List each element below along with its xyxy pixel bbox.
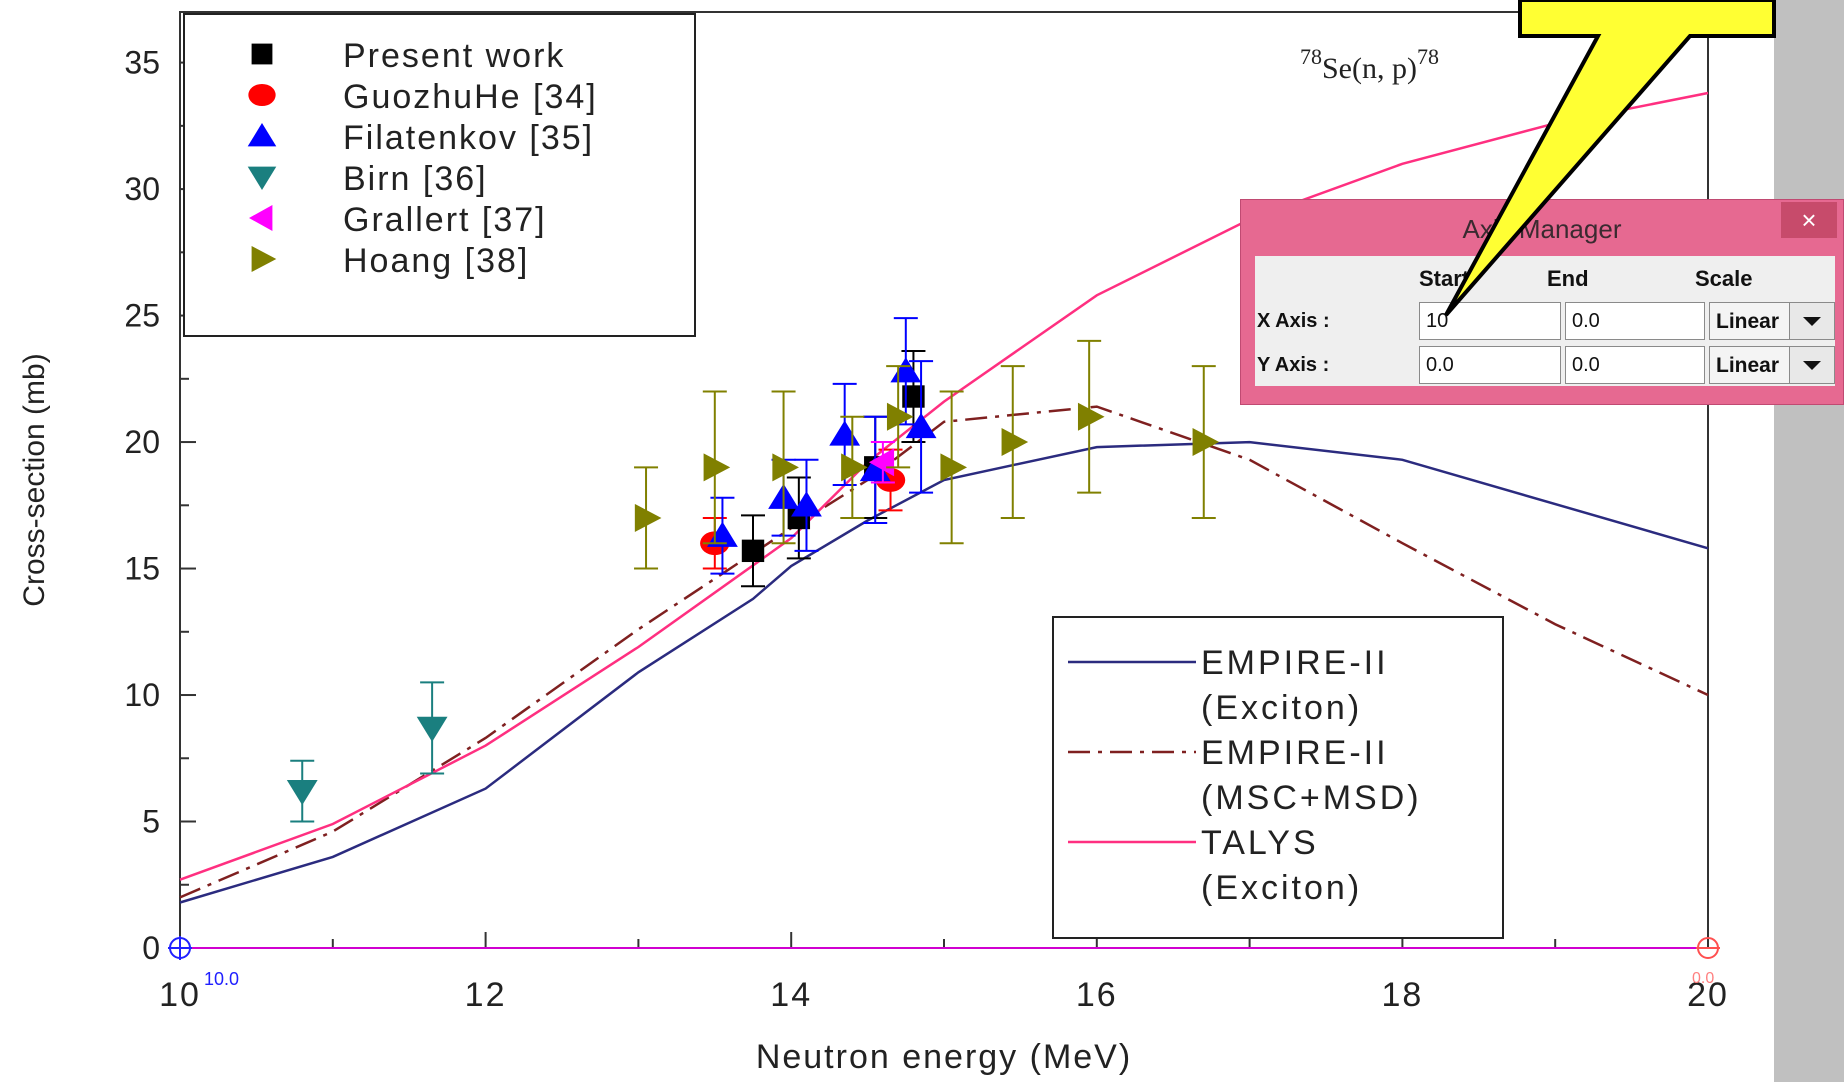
x-axis-start-input[interactable]	[1419, 302, 1561, 340]
data-point-4-0	[868, 448, 895, 477]
close-button[interactable]: ×	[1781, 202, 1837, 238]
x-axis-label: X Axis :	[1257, 310, 1330, 332]
data-point-5-5	[940, 453, 968, 482]
data-point-2-6	[905, 412, 937, 439]
series-line-1	[179, 405, 1709, 899]
y-axis-scale-select[interactable]: Linear	[1709, 346, 1835, 384]
x-tick-label: 12	[465, 976, 507, 1014]
data-point-5-6	[1001, 428, 1029, 457]
y-tick-label: 25	[124, 298, 160, 334]
chevron-down-icon[interactable]	[1789, 303, 1834, 339]
y-tick-label: 10	[124, 677, 160, 713]
y-axis-end-input[interactable]	[1565, 346, 1705, 384]
y-axis-start-input[interactable]	[1419, 346, 1561, 384]
y-tick-label: 30	[124, 171, 160, 207]
x-axis-label: Neutron energy (MeV)	[756, 1038, 1132, 1076]
data-point-5-7	[1077, 402, 1105, 431]
data-point-5-1	[703, 453, 731, 482]
data-point-2-3	[829, 420, 861, 446]
x-tick-label: 16	[1076, 976, 1118, 1014]
legend-entry-label: Hoang [38]	[343, 242, 529, 280]
header-scale: Scale	[1695, 266, 1753, 291]
data-point-2-2	[791, 491, 822, 517]
y-tick-label: 0	[142, 930, 160, 966]
y-axis-label: Y Axis :	[1257, 354, 1330, 376]
data-point-5-8	[1192, 428, 1220, 457]
legend-line-label: (Exciton)	[1201, 869, 1362, 907]
legend-marker-icon	[251, 246, 277, 272]
legend-marker-icon	[248, 83, 276, 107]
x-axis-end-input[interactable]	[1565, 302, 1705, 340]
data-point-5-2	[772, 453, 799, 482]
data-point-3-1	[416, 716, 448, 742]
legend-marker-icon	[247, 123, 277, 147]
legend-entry-label: Present work	[343, 37, 565, 75]
origin-marker-label: 10.0	[204, 969, 239, 989]
legend-entry-label: Filatenkov [35]	[343, 119, 594, 157]
legend-line-label: EMPIRE-II	[1201, 644, 1389, 682]
legend-line-label: EMPIRE-II	[1201, 734, 1389, 772]
reaction-suffix: 78	[1417, 44, 1439, 69]
legend-line-label: (Exciton)	[1201, 689, 1362, 727]
data-point-5-0	[634, 503, 662, 532]
dialog-title: Axis Manager	[1462, 214, 1622, 244]
legend-entry-label: Birn [36]	[343, 160, 488, 198]
reaction-prefix: 78	[1300, 44, 1322, 69]
end-marker-label: 0.0	[1692, 970, 1714, 987]
legend-lines: EMPIRE-II (Exciton) EMPIRE-II (MSC+MSD) TALY…	[1052, 616, 1504, 939]
legend-marker-icon	[247, 166, 277, 190]
x-tick-label: 18	[1381, 976, 1423, 1014]
series-line-2	[179, 91, 1709, 881]
reaction-main: Se(n, p)	[1322, 52, 1417, 85]
y-tick-label: 20	[124, 424, 160, 460]
reaction-label: 78Se(n, p)78	[1300, 44, 1439, 85]
x-tick-label: 14	[770, 976, 812, 1014]
x-tick-label: 10	[159, 976, 201, 1014]
x-axis-scale-select[interactable]: Linear	[1709, 302, 1835, 340]
legend-entry-label: GuozhuHe [34]	[343, 78, 598, 116]
x-tick-label: 20	[1687, 976, 1729, 1014]
legend-lines-box	[1052, 616, 1504, 939]
header-end: End	[1547, 266, 1589, 291]
series-line-0	[179, 440, 1709, 904]
chevron-down-icon[interactable]	[1789, 347, 1834, 383]
legend-line-label: (MSC+MSD)	[1201, 779, 1422, 817]
header-start: Start	[1419, 266, 1470, 291]
data-point-3-0	[286, 779, 318, 806]
y-axis-label: Cross-section (mb)	[18, 353, 51, 606]
axis-manager-dialog: Axis Manager × Start End Scale X Axis : …	[1240, 199, 1844, 405]
legend-line-label: TALYS	[1201, 824, 1319, 862]
data-point-0-0	[741, 539, 765, 563]
y-tick-label: 15	[124, 551, 160, 587]
x-axis-scale-value: Linear	[1716, 310, 1780, 333]
data-point-5-4	[886, 402, 914, 431]
side-panel	[1774, 0, 1844, 1082]
legend-entry-label: Grallert [37]	[343, 201, 547, 239]
y-axis-scale-value: Linear	[1716, 354, 1780, 377]
legend-marker-icon	[251, 43, 273, 65]
dialog-titlebar[interactable]: Axis Manager ×	[1241, 200, 1843, 244]
y-tick-label: 35	[124, 45, 160, 81]
legend-marker-icon	[249, 205, 273, 231]
data-point-5-3	[841, 453, 868, 482]
dialog-body: Start End Scale X Axis : Linear Y Axis :…	[1255, 256, 1835, 386]
y-tick-label: 5	[142, 804, 160, 840]
data-point-0-3	[902, 385, 925, 408]
